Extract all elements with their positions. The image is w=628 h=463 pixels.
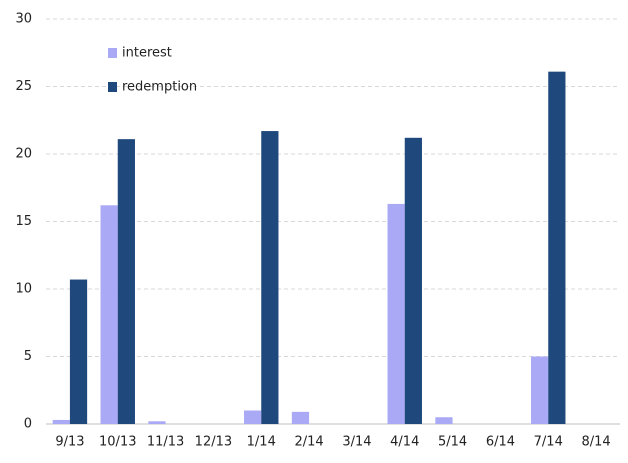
x-tick-label: 9/13 (55, 435, 84, 450)
y-tick-label: 5 (24, 349, 32, 364)
bar (244, 410, 262, 424)
bar (100, 205, 118, 424)
bar (291, 411, 310, 424)
legend-label: redemption (122, 80, 197, 95)
y-tick-label: 25 (15, 79, 32, 94)
bar (117, 139, 135, 424)
legend-swatch (108, 82, 117, 92)
bar (387, 203, 405, 424)
x-tick-label: 3/14 (342, 435, 371, 450)
y-tick-label: 0 (24, 417, 32, 432)
y-tick-label: 20 (15, 147, 32, 162)
x-tick-label: 10/13 (99, 435, 136, 450)
bar (52, 419, 70, 424)
bar (548, 71, 566, 425)
y-tick-label: 10 (15, 282, 32, 297)
x-tick-label: 2/14 (294, 435, 323, 450)
legend-swatch (108, 48, 117, 58)
x-tick-label: 12/13 (195, 435, 232, 450)
x-tick-label: 11/13 (147, 435, 184, 450)
y-tick-label: 30 (15, 12, 32, 27)
bar (261, 131, 279, 425)
x-tick-label: 4/14 (390, 435, 419, 450)
x-tick-label: 5/14 (438, 435, 467, 450)
y-tick-label: 15 (15, 214, 32, 229)
x-tick-label: 7/14 (534, 435, 563, 450)
x-tick-label: 6/14 (486, 435, 515, 450)
bar (531, 356, 549, 424)
bar (435, 417, 453, 424)
x-tick-label: 8/14 (581, 435, 610, 450)
bar (404, 137, 422, 425)
bar (69, 279, 88, 424)
bar (148, 421, 166, 424)
x-tick-label: 1/14 (247, 435, 276, 450)
legend-label: interest (122, 46, 172, 61)
